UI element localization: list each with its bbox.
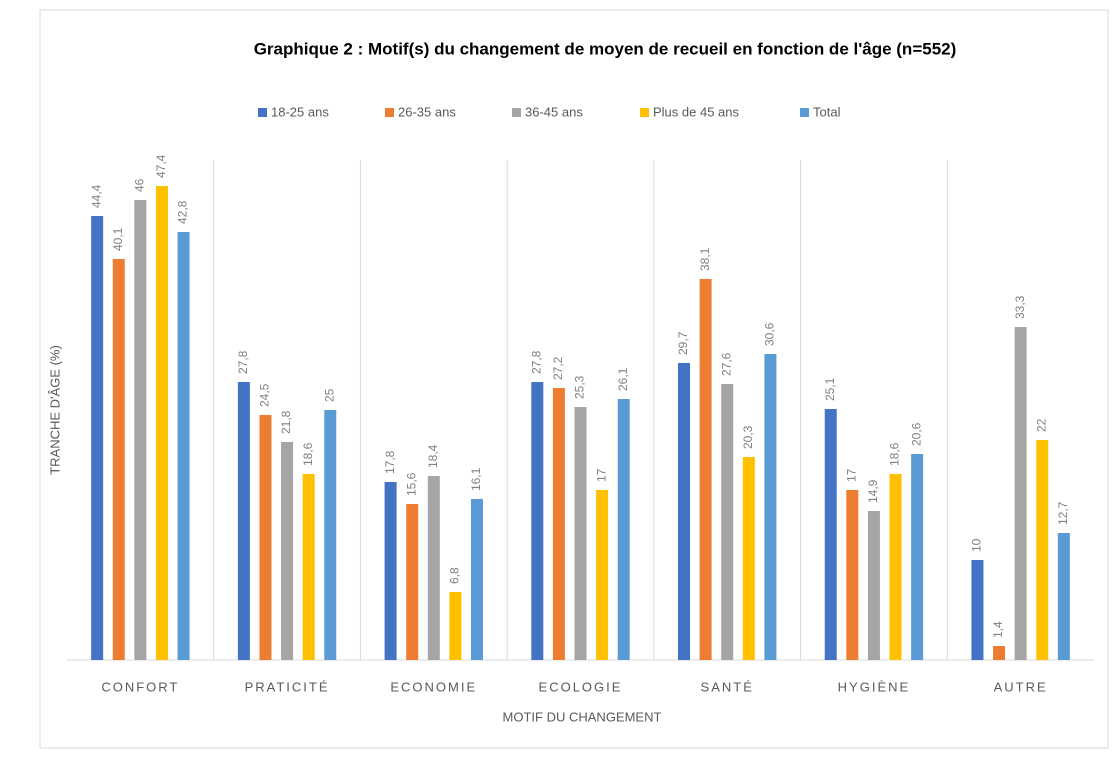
y-axis-label: TRANCHE D'ÂGE (%) bbox=[47, 345, 62, 475]
value-label: 1,4 bbox=[991, 621, 1005, 638]
bar bbox=[971, 560, 984, 660]
bar bbox=[1014, 327, 1027, 660]
bar bbox=[617, 399, 630, 660]
value-label: 25,3 bbox=[573, 375, 587, 399]
bar bbox=[302, 474, 315, 660]
bar bbox=[721, 384, 734, 660]
value-label: 47,4 bbox=[154, 154, 168, 178]
value-label: 25,1 bbox=[823, 377, 837, 401]
legend-label: 36-45 ans bbox=[525, 104, 583, 119]
legend-label: 26-35 ans bbox=[398, 104, 456, 119]
bar bbox=[91, 216, 104, 660]
chart-title: Graphique 2 : Motif(s) du changement de … bbox=[254, 39, 957, 58]
legend-label: 18-25 ans bbox=[271, 104, 329, 119]
bar bbox=[134, 200, 147, 660]
value-label: 6,8 bbox=[448, 567, 462, 584]
bar bbox=[531, 382, 544, 660]
value-label: 20,3 bbox=[741, 425, 755, 449]
bar bbox=[867, 511, 880, 660]
bar bbox=[846, 490, 859, 660]
value-label: 27,8 bbox=[529, 350, 543, 374]
bar bbox=[470, 499, 483, 660]
bar bbox=[237, 382, 250, 660]
legend-label: Plus de 45 ans bbox=[653, 104, 740, 119]
legend-label: Total bbox=[813, 104, 841, 119]
legend-swatch bbox=[512, 108, 521, 117]
bar bbox=[155, 186, 168, 660]
value-label: 14,9 bbox=[866, 479, 880, 503]
bar bbox=[259, 415, 272, 660]
value-label: 44,4 bbox=[89, 184, 103, 208]
value-label: 46 bbox=[133, 178, 147, 192]
value-label: 16,1 bbox=[469, 467, 483, 491]
value-label: 21,8 bbox=[279, 410, 293, 434]
chart-border bbox=[39, 9, 1109, 749]
value-label: 18,6 bbox=[301, 442, 315, 466]
value-label: 17 bbox=[594, 468, 608, 482]
bar bbox=[699, 279, 712, 660]
x-tick-label: ECONOMIE bbox=[390, 679, 477, 694]
value-label: 38,1 bbox=[698, 247, 712, 271]
bar bbox=[1057, 533, 1070, 660]
value-label: 12,7 bbox=[1056, 501, 1070, 525]
x-tick-label: HYGIÈNE bbox=[838, 679, 911, 694]
bar bbox=[993, 646, 1006, 660]
value-label: 27,6 bbox=[719, 352, 733, 376]
x-tick-label: PRATICITÉ bbox=[245, 679, 330, 694]
value-label: 15,6 bbox=[404, 472, 418, 496]
bar bbox=[112, 259, 125, 660]
value-label: 33,3 bbox=[1013, 295, 1027, 319]
value-label: 18,6 bbox=[888, 442, 902, 466]
bar bbox=[427, 476, 440, 660]
value-label: 25 bbox=[322, 388, 336, 402]
bar bbox=[324, 410, 337, 660]
bar bbox=[889, 474, 902, 660]
bar bbox=[281, 442, 294, 660]
value-label: 27,2 bbox=[551, 356, 565, 380]
bar bbox=[911, 454, 924, 660]
bar bbox=[764, 354, 777, 660]
x-tick-label: AUTRE bbox=[994, 679, 1048, 694]
value-label: 26,1 bbox=[616, 367, 630, 391]
bar bbox=[1036, 440, 1049, 660]
legend-swatch bbox=[258, 108, 267, 117]
bar bbox=[406, 504, 419, 660]
bar bbox=[177, 232, 190, 660]
value-label: 30,6 bbox=[763, 322, 777, 346]
value-label: 17 bbox=[845, 468, 859, 482]
x-axis-label: MOTIF DU CHANGEMENT bbox=[503, 709, 662, 724]
value-label: 29,7 bbox=[676, 331, 690, 355]
value-label: 17,8 bbox=[383, 450, 397, 474]
bar bbox=[384, 482, 397, 660]
x-tick-label: CONFORT bbox=[101, 679, 179, 694]
bar bbox=[574, 407, 587, 660]
value-label: 22 bbox=[1034, 418, 1048, 432]
bar bbox=[824, 409, 837, 660]
legend-swatch bbox=[640, 108, 649, 117]
value-label: 20,6 bbox=[909, 422, 923, 446]
value-label: 24,5 bbox=[258, 383, 272, 407]
bar bbox=[678, 363, 691, 660]
value-label: 40,1 bbox=[111, 227, 125, 251]
x-tick-label: SANTÉ bbox=[701, 679, 754, 694]
value-label: 42,8 bbox=[176, 200, 190, 224]
legend-swatch bbox=[800, 108, 809, 117]
x-tick-label: ECOLOGIE bbox=[539, 679, 623, 694]
legend-swatch bbox=[385, 108, 394, 117]
value-label: 10 bbox=[970, 538, 984, 552]
value-label: 18,4 bbox=[426, 444, 440, 468]
bar bbox=[742, 457, 755, 660]
bar bbox=[552, 388, 565, 660]
bar bbox=[449, 592, 462, 660]
bar bbox=[596, 490, 609, 660]
value-label: 27,8 bbox=[236, 350, 250, 374]
